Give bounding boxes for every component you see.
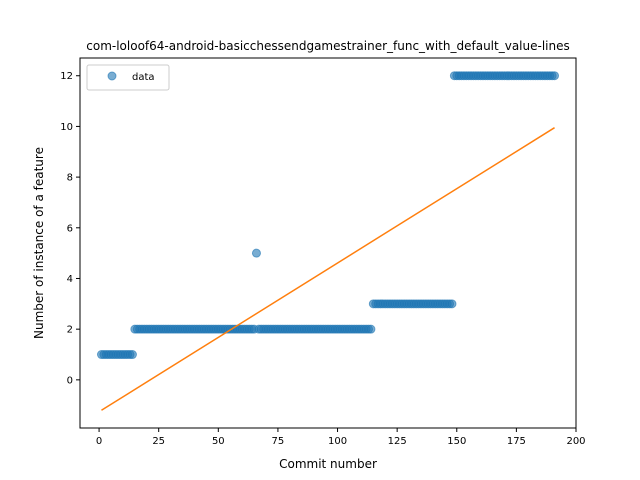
y-tick-label: 6 [67, 223, 73, 234]
y-tick-label: 0 [67, 375, 73, 386]
x-tick-label: 200 [566, 436, 585, 447]
y-tick-label: 12 [60, 71, 73, 82]
legend-label: data [132, 72, 155, 83]
x-tick-label: 100 [328, 436, 347, 447]
data-point [251, 248, 261, 258]
x-tick-label: 175 [507, 436, 526, 447]
y-axis-label: Number of instance of a feature [32, 147, 46, 339]
data-point [127, 350, 137, 360]
data-point [447, 299, 457, 309]
data-point [550, 71, 560, 81]
y-tick-label: 4 [67, 274, 73, 285]
y-axis: 0 2 4 6 8 10 12 [60, 71, 80, 386]
chart-title: com-loloof64-android-basicchessendgamest… [86, 39, 569, 53]
legend: data [86, 64, 170, 91]
x-tick-label: 0 [96, 436, 102, 447]
x-tick-label: 50 [212, 436, 225, 447]
x-tick-label: 75 [272, 436, 285, 447]
x-axis-label: Commit number [279, 457, 377, 471]
plot-area [96, 71, 560, 411]
x-axis: 0 25 50 75 100 125 150 175 200 [96, 428, 586, 447]
y-tick-label: 2 [67, 325, 73, 336]
axes-frame [79, 57, 577, 429]
y-tick-label: 10 [60, 122, 73, 133]
x-tick-label: 150 [447, 436, 466, 447]
legend-marker [107, 71, 117, 81]
y-tick-label: 8 [67, 173, 73, 184]
x-tick-label: 125 [388, 436, 407, 447]
legend-box [86, 64, 170, 91]
data-point [366, 324, 376, 334]
fit-line [101, 127, 555, 411]
x-tick-label: 25 [152, 436, 165, 447]
